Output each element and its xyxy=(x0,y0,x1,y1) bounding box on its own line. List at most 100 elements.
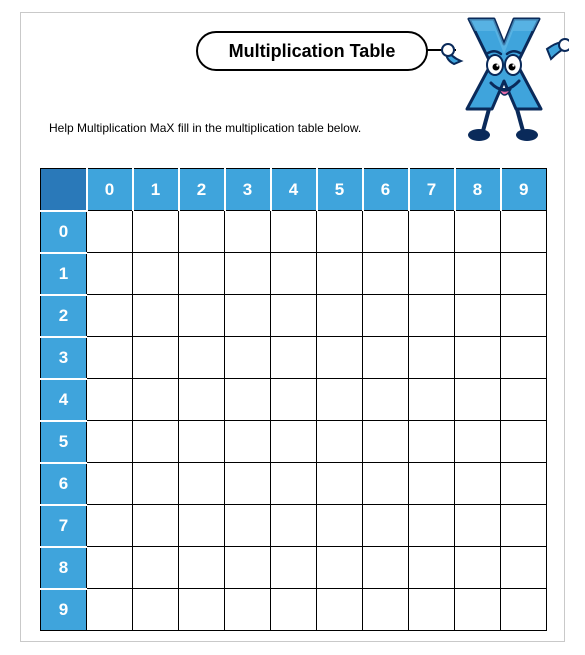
table-cell[interactable] xyxy=(179,253,225,295)
table-cell[interactable] xyxy=(501,295,547,337)
table-cell[interactable] xyxy=(87,589,133,631)
table-cell[interactable] xyxy=(87,547,133,589)
table-cell[interactable] xyxy=(225,421,271,463)
table-cell[interactable] xyxy=(225,463,271,505)
table-cell[interactable] xyxy=(133,547,179,589)
table-cell[interactable] xyxy=(225,295,271,337)
table-cell[interactable] xyxy=(271,547,317,589)
table-cell[interactable] xyxy=(87,253,133,295)
table-cell[interactable] xyxy=(271,421,317,463)
table-cell[interactable] xyxy=(409,337,455,379)
table-cell[interactable] xyxy=(409,547,455,589)
table-cell[interactable] xyxy=(317,295,363,337)
table-cell[interactable] xyxy=(455,421,501,463)
table-cell[interactable] xyxy=(455,211,501,253)
table-cell[interactable] xyxy=(455,463,501,505)
table-cell[interactable] xyxy=(409,589,455,631)
table-cell[interactable] xyxy=(455,505,501,547)
table-cell[interactable] xyxy=(225,379,271,421)
table-cell[interactable] xyxy=(87,421,133,463)
table-cell[interactable] xyxy=(455,337,501,379)
table-cell[interactable] xyxy=(87,211,133,253)
table-cell[interactable] xyxy=(317,337,363,379)
table-cell[interactable] xyxy=(501,211,547,253)
table-cell[interactable] xyxy=(363,253,409,295)
table-cell[interactable] xyxy=(317,589,363,631)
table-cell[interactable] xyxy=(133,589,179,631)
table-cell[interactable] xyxy=(133,295,179,337)
table-cell[interactable] xyxy=(455,379,501,421)
table-cell[interactable] xyxy=(87,379,133,421)
table-cell[interactable] xyxy=(271,379,317,421)
table-cell[interactable] xyxy=(455,547,501,589)
table-cell[interactable] xyxy=(271,337,317,379)
table-cell[interactable] xyxy=(317,211,363,253)
table-cell[interactable] xyxy=(133,421,179,463)
table-cell[interactable] xyxy=(455,253,501,295)
table-cell[interactable] xyxy=(501,547,547,589)
table-cell[interactable] xyxy=(363,379,409,421)
table-cell[interactable] xyxy=(317,421,363,463)
table-cell[interactable] xyxy=(179,589,225,631)
table-cell[interactable] xyxy=(133,211,179,253)
table-cell[interactable] xyxy=(133,463,179,505)
table-cell[interactable] xyxy=(501,421,547,463)
table-cell[interactable] xyxy=(409,253,455,295)
table-cell[interactable] xyxy=(87,463,133,505)
table-cell[interactable] xyxy=(271,589,317,631)
table-cell[interactable] xyxy=(363,295,409,337)
table-cell[interactable] xyxy=(501,463,547,505)
table-cell[interactable] xyxy=(87,337,133,379)
table-cell[interactable] xyxy=(271,253,317,295)
table-cell[interactable] xyxy=(363,463,409,505)
table-cell[interactable] xyxy=(363,421,409,463)
table-cell[interactable] xyxy=(225,211,271,253)
table-cell[interactable] xyxy=(87,295,133,337)
table-cell[interactable] xyxy=(363,547,409,589)
table-cell[interactable] xyxy=(133,253,179,295)
table-cell[interactable] xyxy=(409,295,455,337)
table-cell[interactable] xyxy=(409,505,455,547)
table-cell[interactable] xyxy=(225,253,271,295)
table-cell[interactable] xyxy=(409,463,455,505)
table-cell[interactable] xyxy=(317,379,363,421)
table-cell[interactable] xyxy=(317,547,363,589)
table-cell[interactable] xyxy=(225,589,271,631)
table-cell[interactable] xyxy=(501,337,547,379)
table-cell[interactable] xyxy=(363,589,409,631)
table-cell[interactable] xyxy=(271,295,317,337)
table-cell[interactable] xyxy=(271,211,317,253)
table-cell[interactable] xyxy=(409,211,455,253)
table-cell[interactable] xyxy=(317,463,363,505)
table-cell[interactable] xyxy=(501,589,547,631)
table-cell[interactable] xyxy=(179,421,225,463)
table-cell[interactable] xyxy=(225,337,271,379)
table-cell[interactable] xyxy=(225,505,271,547)
table-cell[interactable] xyxy=(133,337,179,379)
table-cell[interactable] xyxy=(409,379,455,421)
table-cell[interactable] xyxy=(271,505,317,547)
table-cell[interactable] xyxy=(133,505,179,547)
table-cell[interactable] xyxy=(317,505,363,547)
table-cell[interactable] xyxy=(179,463,225,505)
table-cell[interactable] xyxy=(271,463,317,505)
table-cell[interactable] xyxy=(455,295,501,337)
table-cell[interactable] xyxy=(363,337,409,379)
table-cell[interactable] xyxy=(501,505,547,547)
table-cell[interactable] xyxy=(87,505,133,547)
table-cell[interactable] xyxy=(455,589,501,631)
table-cell[interactable] xyxy=(133,379,179,421)
table-cell[interactable] xyxy=(409,421,455,463)
table-cell[interactable] xyxy=(179,211,225,253)
table-cell[interactable] xyxy=(179,505,225,547)
table-cell[interactable] xyxy=(179,337,225,379)
table-cell[interactable] xyxy=(363,505,409,547)
table-cell[interactable] xyxy=(179,379,225,421)
table-cell[interactable] xyxy=(317,253,363,295)
table-cell[interactable] xyxy=(501,379,547,421)
table-cell[interactable] xyxy=(363,211,409,253)
table-cell[interactable] xyxy=(179,547,225,589)
table-cell[interactable] xyxy=(225,547,271,589)
table-cell[interactable] xyxy=(179,295,225,337)
table-cell[interactable] xyxy=(501,253,547,295)
